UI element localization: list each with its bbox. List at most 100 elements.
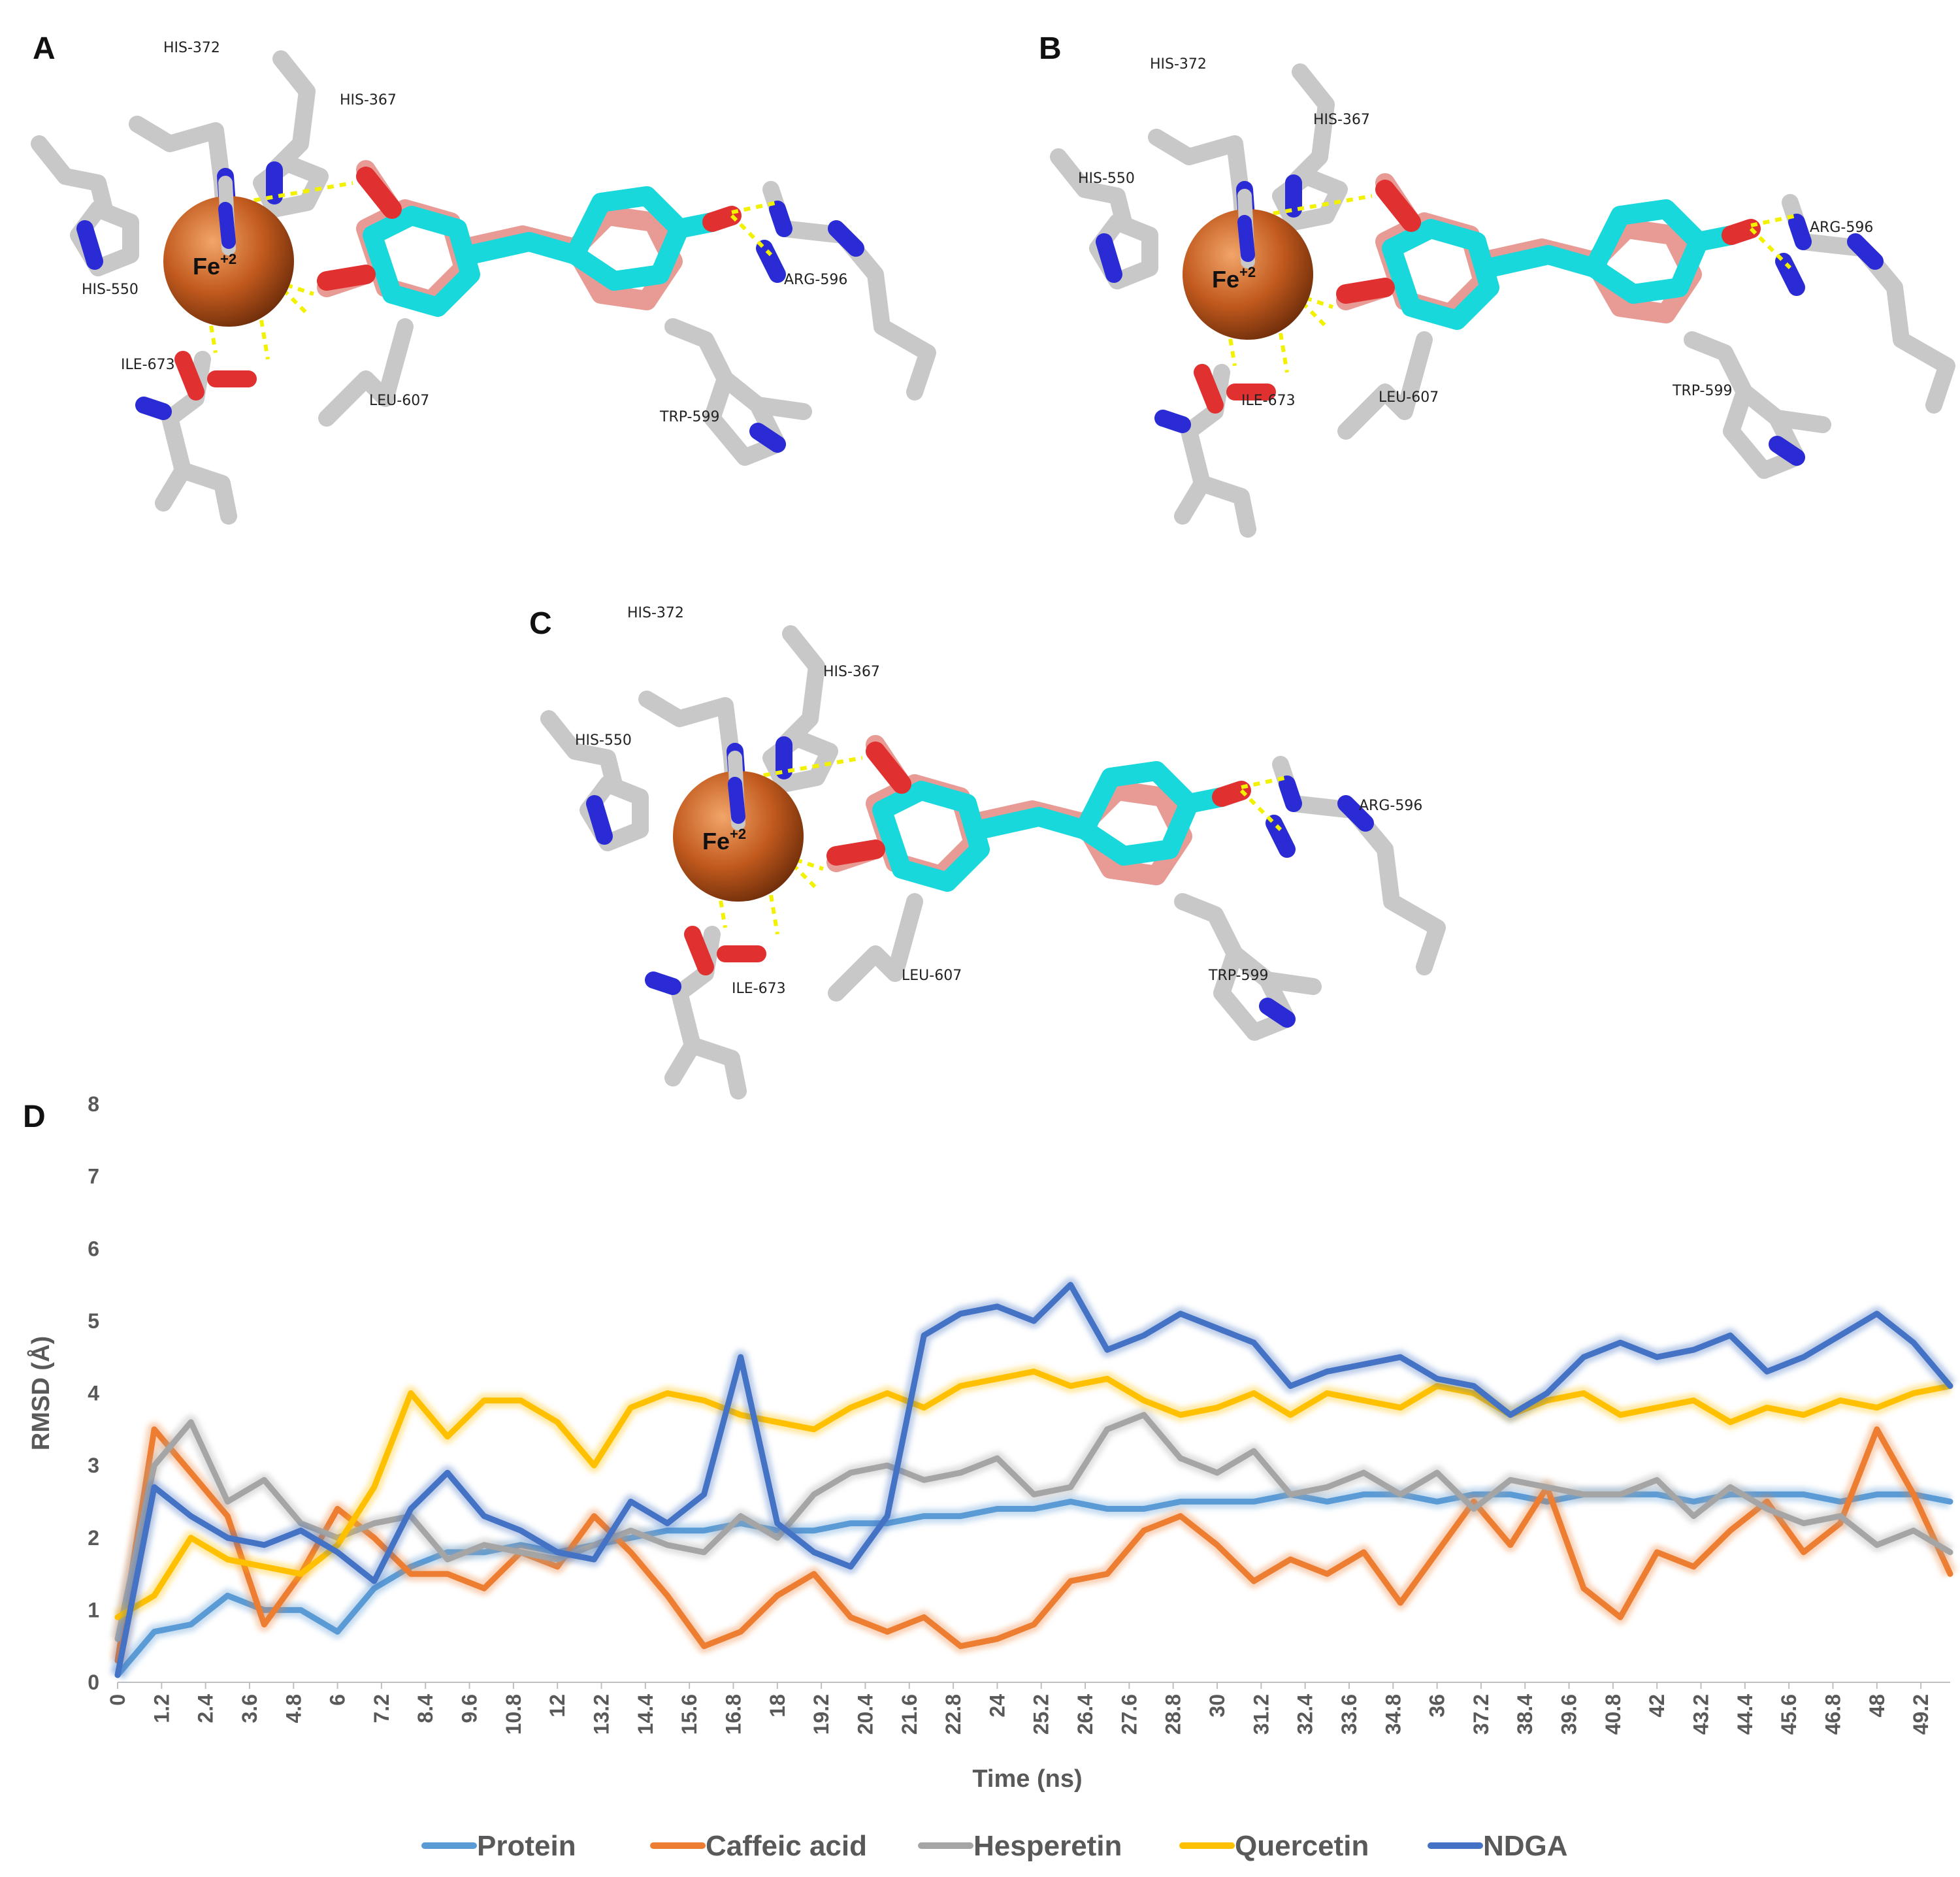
x-tick-label: 21.6 <box>898 1694 921 1735</box>
x-tick-label: 20.4 <box>853 1694 877 1735</box>
x-tick-label: 45.6 <box>1777 1694 1801 1735</box>
legend-label: Caffeic acid <box>706 1830 867 1862</box>
x-tick-label: 43.2 <box>1690 1694 1713 1735</box>
x-tick-label: 28.8 <box>1162 1694 1185 1735</box>
panel-letter-b: B <box>1039 31 1062 66</box>
series-line-ndga <box>114 1282 1953 1678</box>
residue-label-ile673-c: ILE-673 <box>732 981 786 997</box>
y-tick-label: 0 <box>88 1671 99 1694</box>
legend: Protein Caffeic acid Hesperetin Quercetin ND… <box>421 1830 1568 1862</box>
x-tick-label: 4.8 <box>282 1694 305 1723</box>
panel-a: A Fe+2 HIS-372 HIS-367 HIS-550 ARG-596 I… <box>33 31 928 516</box>
x-tick-label: 39.6 <box>1558 1694 1581 1735</box>
series-lines <box>110 1277 1957 1680</box>
x-tick-label: 2.4 <box>194 1694 218 1723</box>
x-tick-label: 1.2 <box>150 1694 173 1723</box>
panel-b: B Fe+2 HIS-372 HIS-367 HIS-550 ARG-596 I… <box>1039 31 1947 529</box>
x-tick-label: 7.2 <box>370 1694 393 1723</box>
residue-label-arg596-a: ARG-596 <box>784 272 847 288</box>
x-tick-label: 34.8 <box>1381 1694 1405 1735</box>
fe-charge-a: +2 <box>220 251 237 267</box>
y-tick-label: 6 <box>88 1237 99 1260</box>
x-tick-label: 16.8 <box>721 1694 745 1735</box>
residue-label-his367-c: HIS-367 <box>823 664 880 680</box>
x-tick-label: 3.6 <box>238 1694 261 1723</box>
x-tick-label: 13.2 <box>590 1694 613 1735</box>
fe-label-a: Fe <box>193 253 220 280</box>
residue-label-his372-c: HIS-372 <box>627 605 684 621</box>
x-tick-label: 18 <box>766 1694 789 1718</box>
x-tick-label: 31.2 <box>1249 1694 1273 1735</box>
y-tick-label: 1 <box>88 1598 99 1622</box>
x-tick-label: 27.6 <box>1117 1694 1141 1735</box>
x-tick-label: 30 <box>1205 1694 1229 1718</box>
series-line-protein <box>114 1491 1953 1678</box>
svg-text:Fe+2: Fe+2 <box>1212 264 1256 293</box>
residue-label-his367-b: HIS-367 <box>1313 112 1370 128</box>
x-tick-label: 38.4 <box>1513 1694 1537 1735</box>
x-axis-ticks: 0 1.2 2.4 3.6 4.8 6 7.2 8.4 9.6 10.8 12 13.2 14.4 15.… <box>106 1682 1933 1735</box>
svg-text:Fe+2: Fe+2 <box>193 251 237 280</box>
residue-label-his372-b: HIS-372 <box>1150 56 1207 73</box>
x-tick-label: 49.2 <box>1909 1694 1933 1735</box>
y-tick-label: 8 <box>88 1092 99 1116</box>
residue-label-arg596-c: ARG-596 <box>1359 798 1422 814</box>
legend-label: Protein <box>477 1830 576 1862</box>
x-tick-label: 37.2 <box>1469 1694 1493 1735</box>
series-line-quercetin <box>114 1368 1953 1620</box>
residue-label-his372-a: HIS-372 <box>163 40 220 56</box>
y-tick-label: 3 <box>88 1454 99 1477</box>
residue-label-trp599-c: TRP-599 <box>1208 968 1268 984</box>
residue-label-ile673-b: ILE-673 <box>1241 393 1296 409</box>
fe-label-b: Fe <box>1212 266 1239 293</box>
residue-label-his367-a: HIS-367 <box>340 92 397 108</box>
x-tick-label: 12 <box>546 1694 569 1718</box>
residue-label-arg596-b: ARG-596 <box>1810 220 1873 236</box>
x-tick-label: 36 <box>1426 1694 1449 1718</box>
legend-label: NDGA <box>1483 1830 1568 1862</box>
y-tick-label: 5 <box>88 1309 99 1333</box>
x-tick-label: 9.6 <box>458 1694 482 1723</box>
x-tick-label: 6 <box>326 1694 350 1706</box>
residue-label-leu607-a: LEU-607 <box>369 393 429 409</box>
x-tick-label: 32.4 <box>1294 1694 1317 1735</box>
residue-label-his550-c: HIS-550 <box>575 732 632 749</box>
legend-label: Hesperetin <box>973 1830 1122 1862</box>
x-tick-label: 15.6 <box>678 1694 701 1735</box>
x-tick-label: 33.6 <box>1337 1694 1361 1735</box>
x-tick-label: 8.4 <box>414 1694 437 1723</box>
residue-label-leu607-c: LEU-607 <box>902 968 962 984</box>
panel-letter-d: D <box>23 1100 46 1134</box>
residue-label-leu607-b: LEU-607 <box>1379 389 1439 406</box>
legend-label: Quercetin <box>1235 1830 1369 1862</box>
panel-c: C Fe+2 HIS-372 HIS-367 HIS-550 ARG-596 I… <box>529 605 1437 1091</box>
x-axis-title: Time (ns) <box>972 1765 1082 1793</box>
x-tick-label: 44.4 <box>1733 1694 1757 1735</box>
residue-label-ile673-a: ILE-673 <box>121 357 175 373</box>
fe-label-c: Fe <box>702 828 730 855</box>
x-tick-label: 24 <box>985 1694 1009 1718</box>
residue-label-trp599-b: TRP-599 <box>1672 383 1732 399</box>
y-axis-title: RMSD (Å) <box>26 1336 55 1450</box>
panel-letter-a: A <box>33 31 56 66</box>
x-tick-label: 10.8 <box>502 1694 525 1735</box>
series-line-hesperetin <box>114 1412 1953 1642</box>
y-tick-label: 7 <box>88 1165 99 1188</box>
y-axis-ticks: 0 1 2 3 4 5 6 7 8 <box>88 1092 99 1694</box>
x-tick-label: 25.2 <box>1030 1694 1053 1735</box>
x-tick-label: 46.8 <box>1821 1694 1844 1735</box>
residue-label-his550-a: HIS-550 <box>82 282 139 298</box>
x-tick-label: 48 <box>1865 1694 1889 1718</box>
y-tick-label: 4 <box>88 1382 99 1405</box>
x-tick-label: 40.8 <box>1601 1694 1625 1735</box>
x-tick-label: 0 <box>106 1694 129 1706</box>
svg-text:Fe+2: Fe+2 <box>702 826 746 855</box>
fe-charge-b: +2 <box>1239 264 1256 280</box>
x-tick-label: 26.4 <box>1073 1694 1097 1735</box>
x-tick-label: 19.2 <box>809 1694 833 1735</box>
residue-label-trp599-a: TRP-599 <box>659 409 719 425</box>
y-tick-label: 2 <box>88 1526 99 1550</box>
binding-site-c <box>549 634 1437 1091</box>
